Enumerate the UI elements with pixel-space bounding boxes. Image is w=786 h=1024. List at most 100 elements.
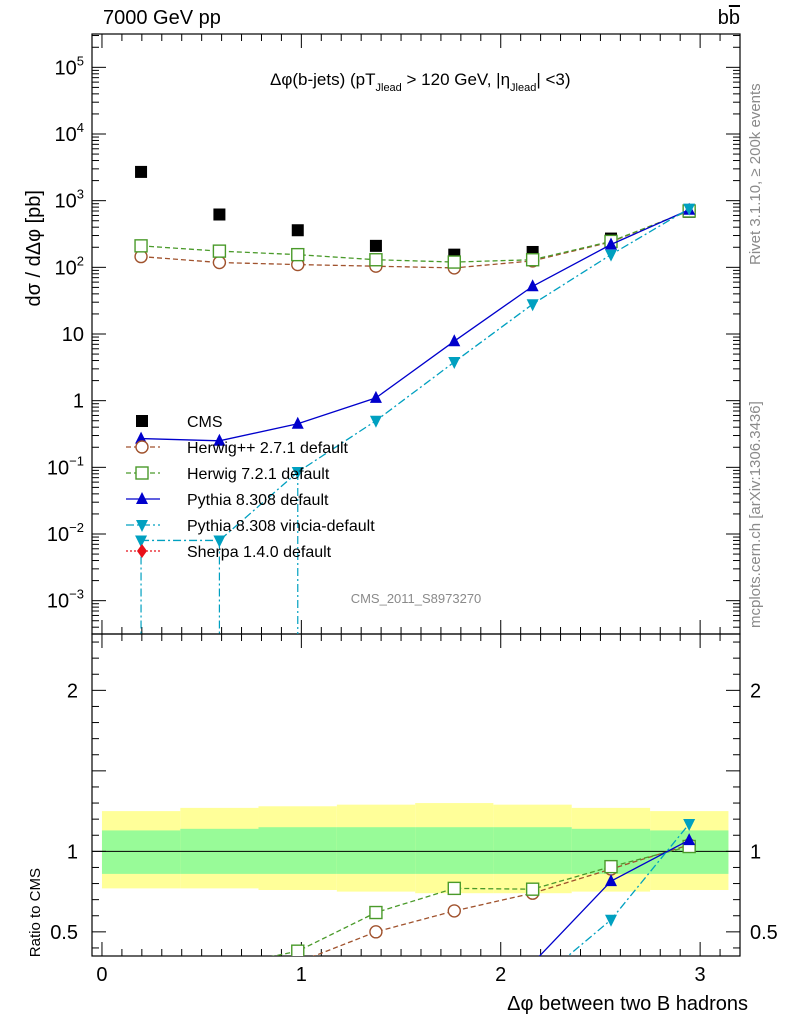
ratio-point-herwig-2-7-1-default xyxy=(447,904,461,918)
ratio-axes: 0.5 0.5 1 1 2 2 0 1 2 3 xyxy=(50,633,778,986)
watermark: CMS_2011_S8973270 xyxy=(351,591,482,606)
main-line-herwig-2-7-1-default xyxy=(140,209,690,269)
main-line-herwig-7-2-1-default xyxy=(141,210,690,263)
ytick-exp: 3 xyxy=(77,187,84,202)
legend-label-pythia-8-308-default: Pythia 8.308 default xyxy=(187,492,329,509)
main-point-herwig-7-2-1-default xyxy=(369,253,383,267)
xtick-label: 1 xyxy=(296,964,307,986)
xtick-label: 2 xyxy=(495,964,506,986)
main-point-herwig-7-2-1-default xyxy=(134,239,148,253)
main-point-pythia-8-308-vincia-default xyxy=(526,299,539,312)
legend-label-pythia-8-308-vincia-default: Pythia 8.308 vincia-default xyxy=(187,518,375,535)
main-point-pythia-8-308-vincia-default xyxy=(683,203,696,216)
main-line-pythia-8-308-vincia-default xyxy=(141,208,690,542)
main-ytick-label: 1 xyxy=(73,391,84,413)
xtick-label: 0 xyxy=(96,964,107,986)
ratio-ytick-label-left: 0.5 xyxy=(50,922,78,944)
main-point-pythia-8-308-default xyxy=(135,431,148,444)
main-point-pythia-8-308-vincia-default xyxy=(369,415,382,428)
ytick-exp: −2 xyxy=(69,520,84,535)
ratio-plot xyxy=(271,818,696,956)
ratio-point-herwig-7-2-1-default xyxy=(369,905,383,920)
main-ytick-label: 10 xyxy=(62,324,84,346)
legend-marker-pythia-8-308-default xyxy=(136,492,148,504)
ytick-base: 10 xyxy=(47,591,69,613)
ytick-exp: 5 xyxy=(77,53,84,68)
ratio-frame xyxy=(91,633,741,957)
ytick-exp: 4 xyxy=(77,120,84,135)
main-point-cms xyxy=(369,239,382,252)
ytick-base: 10 xyxy=(55,124,77,146)
main-point-cms xyxy=(291,224,304,237)
legend-label-herwig-7-2-1-default: Herwig 7.2.1 default xyxy=(187,466,330,483)
ytick-base: 10 xyxy=(47,524,69,546)
ratio-ytick-label-left: 2 xyxy=(67,680,78,702)
main-title: Δφ(b-jets) (pTJlead > 120 GeV, |ηJlead| … xyxy=(270,70,571,94)
ratio-point-herwig-7-2-1-default xyxy=(447,881,461,896)
xtick-label: 3 xyxy=(695,964,706,986)
legend: CMS Herwig++ 2.7.1 default Herwig 7.2.1 de… xyxy=(126,414,375,561)
ratio-bands xyxy=(92,803,740,894)
main-plot xyxy=(134,165,696,634)
legend-label-cms: CMS xyxy=(187,414,223,431)
ratio-ytick-label-right: 0.5 xyxy=(750,922,778,944)
main-ytick-label: 10−2 xyxy=(47,520,84,546)
main-point-herwig-7-2-1-default xyxy=(525,253,540,267)
main-ytick-label: 103 xyxy=(55,187,84,213)
mcplots-label: mcplots.cern.ch [arXiv:1306.3436] xyxy=(747,401,764,628)
legend-marker-sherpa-1-4-0-default xyxy=(137,544,147,558)
ytick-base: 10 xyxy=(55,57,77,79)
ratio-point-herwig-7-2-1-default xyxy=(525,882,540,896)
main-point-pythia-8-308-vincia-default xyxy=(604,249,617,262)
ylabel-main: dσ / dΔφ [pb] xyxy=(23,190,45,307)
main-point-cms xyxy=(213,208,226,221)
ratio-point-pythia-8-308-default xyxy=(683,833,696,846)
ytick-base: 10 xyxy=(47,457,69,479)
ytick-exp: −1 xyxy=(69,453,84,468)
main-point-pythia-8-308-vincia-default xyxy=(448,357,461,370)
ytick-base: 10 xyxy=(55,257,77,279)
legend-marker-cms xyxy=(136,415,148,427)
ratio-point-herwig-2-7-1-default xyxy=(369,925,383,939)
main-ytick-label: 105 xyxy=(55,53,84,79)
main-point-herwig-7-2-1-default xyxy=(212,244,227,258)
ratio-point-pythia-8-308-vincia-default xyxy=(683,818,696,831)
rivet-label: Rivet 3.1.10, ≥ 200k events xyxy=(747,83,764,265)
ratio-point-pythia-8-308-default xyxy=(604,874,617,887)
main-ytick-label: 104 xyxy=(55,120,84,146)
band-green-bin xyxy=(415,827,494,874)
header-right: bb xyxy=(718,7,740,29)
band-green-bin xyxy=(101,830,181,874)
main-point-cms xyxy=(135,165,148,178)
header-right-bbar: b xyxy=(729,7,740,29)
ratio-line-pythia-8-308-default xyxy=(538,839,690,956)
main-point-pythia-8-308-default xyxy=(291,416,304,429)
ratio-ytick-label-left: 1 xyxy=(67,841,78,863)
main-point-pythia-8-308-default xyxy=(369,390,382,403)
main-point-herwig-2-7-1-default xyxy=(212,255,227,270)
ratio-point-pythia-8-308-vincia-default xyxy=(604,914,617,927)
header-left: 7000 GeV pp xyxy=(103,7,221,29)
main-line-pythia-8-308-default xyxy=(141,209,690,442)
main-ytick-label: 10−3 xyxy=(47,587,84,613)
band-green-bin xyxy=(336,827,416,874)
main-point-pythia-8-308-default xyxy=(448,334,461,347)
band-green-bin xyxy=(493,827,572,874)
main-point-herwig-7-2-1-default xyxy=(447,255,461,269)
main-ytick-label: 10−1 xyxy=(47,453,84,479)
main-point-pythia-8-308-default xyxy=(526,279,539,292)
main-point-pythia-8-308-default xyxy=(213,433,226,446)
legend-marker-herwig-2-7-1-default xyxy=(135,440,149,454)
main-point-cms xyxy=(448,248,461,261)
legend-marker-pythia-8-308-vincia-default xyxy=(136,520,148,532)
main-point-pythia-8-308-default xyxy=(604,237,617,250)
ratio-ytick-label-right: 2 xyxy=(750,680,761,702)
legend-label-herwig-2-7-1-default: Herwig++ 2.7.1 default xyxy=(187,440,349,457)
ratio-line-herwig-7-2-1-default xyxy=(271,845,690,956)
ratio-line-herwig-2-7-1-default xyxy=(312,844,690,956)
ratio-line-pythia-8-308-vincia-default xyxy=(566,823,690,956)
legend-marker-herwig-7-2-1-default xyxy=(135,466,149,480)
main-ytick-label: 102 xyxy=(55,253,84,279)
ylabel-ratio: Ratio to CMS xyxy=(27,868,44,957)
